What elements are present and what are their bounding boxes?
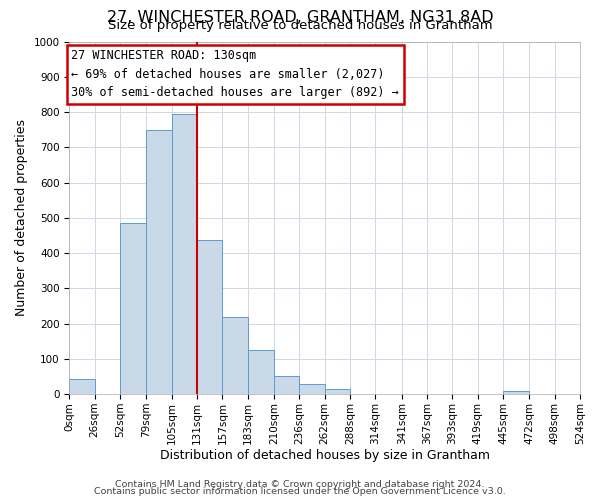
Y-axis label: Number of detached properties: Number of detached properties [15,120,28,316]
X-axis label: Distribution of detached houses by size in Grantham: Distribution of detached houses by size … [160,450,490,462]
Text: Contains HM Land Registry data © Crown copyright and database right 2024.: Contains HM Land Registry data © Crown c… [115,480,485,489]
Bar [70,378,95,394]
Bar [146,130,172,394]
Bar [299,384,325,394]
Bar [325,389,350,394]
Bar [223,316,248,394]
Bar [197,240,223,394]
Bar [172,114,197,394]
Bar [274,376,299,394]
Bar [248,350,274,394]
Text: Contains public sector information licensed under the Open Government Licence v3: Contains public sector information licen… [94,487,506,496]
Bar [120,223,146,394]
Text: 27 WINCHESTER ROAD: 130sqm
← 69% of detached houses are smaller (2,027)
30% of s: 27 WINCHESTER ROAD: 130sqm ← 69% of deta… [71,50,399,100]
Text: 27, WINCHESTER ROAD, GRANTHAM, NG31 8AD: 27, WINCHESTER ROAD, GRANTHAM, NG31 8AD [107,10,493,25]
Bar [503,392,529,394]
Text: Size of property relative to detached houses in Grantham: Size of property relative to detached ho… [107,19,493,32]
